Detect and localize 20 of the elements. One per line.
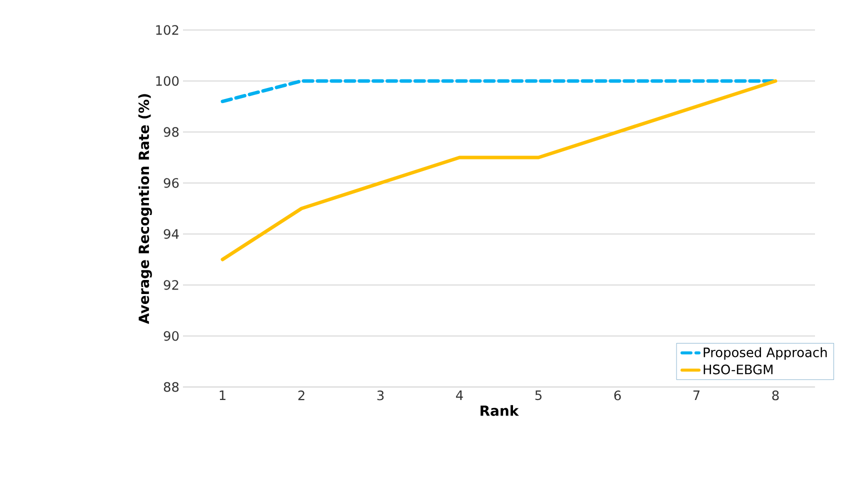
x-tick-label: 2	[298, 390, 304, 400]
x-axis-title: Rank	[480, 405, 519, 416]
y-tick-label: 98	[164, 127, 179, 137]
x-tick-label: 8	[772, 390, 779, 400]
y-tick-label: 88	[164, 382, 179, 392]
x-tick-label: 5	[535, 390, 542, 400]
x-tick-label: 7	[693, 390, 700, 400]
legend-label: HSO-EBGM	[704, 364, 772, 374]
x-tick-label: 1	[220, 390, 226, 400]
y-tick-label: 96	[164, 178, 179, 188]
x-tick-label: 6	[614, 390, 621, 400]
y-tick-label: 90	[164, 331, 179, 341]
y-tick-label: 94	[164, 229, 179, 239]
y-tick-label: 92	[164, 280, 178, 290]
legend-label: Proposed Approach	[704, 347, 827, 360]
y-tick-label: 100	[156, 76, 179, 86]
x-tick-label: 4	[456, 390, 463, 400]
x-tick-label: 3	[377, 390, 384, 400]
y-tick-label: 102	[156, 25, 178, 35]
y-axis-title: Average Recogntion Rate (%)	[138, 94, 152, 324]
